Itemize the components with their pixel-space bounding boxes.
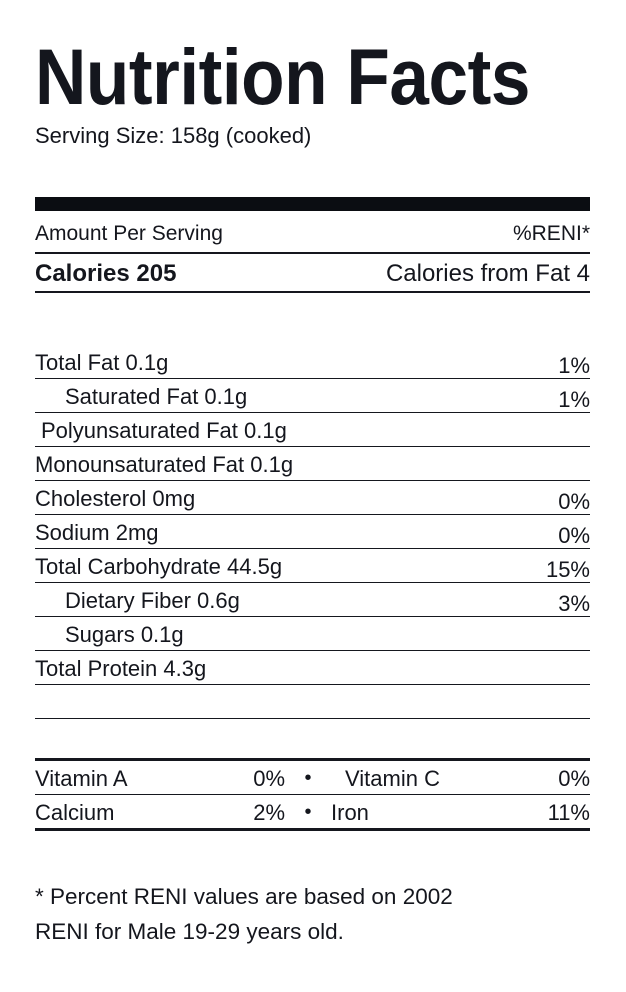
label-title: Nutrition Facts <box>35 32 530 121</box>
spacer <box>35 719 590 758</box>
calories-row: Calories 205 Calories from Fat 4 <box>35 254 590 293</box>
nutrient-name: Monounsaturated Fat 0.1g <box>35 452 294 477</box>
spacer <box>35 293 590 345</box>
nutrient-row: Total Carbohydrate 44.5g 15% <box>35 549 590 583</box>
reni-header-label: %RENI* <box>512 221 590 245</box>
vitamin-table: Vitamin A 0% • Vitamin C 0% Calcium 2% •… <box>35 758 590 831</box>
nutrient-table: Total Fat 0.1g 1% Saturated Fat 0.1g 1% … <box>35 345 590 719</box>
amount-per-serving-label: Amount Per Serving <box>35 221 223 245</box>
nutrient-row: Total Protein 4.3g <box>35 651 590 685</box>
nutrient-row: Polyunsaturated Fat 0.1g <box>35 413 590 447</box>
vitamin-row: Vitamin A 0% • Vitamin C 0% <box>35 761 590 795</box>
vitamin-left-name: Vitamin A <box>35 765 128 791</box>
vitamin-right-value: 11% <box>547 799 590 825</box>
nutrient-percent: 0% <box>558 489 590 514</box>
nutrient-percent: 1% <box>558 387 590 412</box>
nutrient-row: Cholesterol 0mg 0% <box>35 481 590 515</box>
nutrient-row <box>35 685 590 719</box>
nutrient-name: Sugars 0.1g <box>65 622 184 647</box>
nutrient-row: Total Fat 0.1g 1% <box>35 345 590 379</box>
vitamin-row: Calcium 2% • Iron 11% <box>35 795 590 831</box>
nutrient-name: Sodium 2mg <box>35 520 159 545</box>
nutrient-name: Polyunsaturated Fat 0.1g <box>41 418 287 443</box>
nutrient-row: Sugars 0.1g <box>35 617 590 651</box>
nutrient-name: Total Protein 4.3g <box>35 656 207 681</box>
nutrient-row: Dietary Fiber 0.6g 3% <box>35 583 590 617</box>
serving-size-text: Serving Size: 158g (cooked) <box>35 123 312 148</box>
calories-value: Calories 205 <box>35 259 177 287</box>
vitamin-left-value: 2% <box>253 799 285 825</box>
calories-from-fat: Calories from Fat 4 <box>385 259 590 287</box>
footnote-line: RENI for Male 19-29 years old. <box>35 919 344 944</box>
nutrient-name: Dietary Fiber 0.6g <box>65 588 240 613</box>
nutrient-percent: 0% <box>558 523 590 548</box>
nutrient-row: Monounsaturated Fat 0.1g <box>35 447 590 481</box>
vitamin-right-name: Vitamin C <box>345 765 440 791</box>
vitamin-left-name: Calcium <box>35 799 115 825</box>
bullet-separator: • <box>304 801 312 823</box>
nutrient-name: Total Fat 0.1g <box>35 350 169 375</box>
vitamin-left-value: 0% <box>253 765 285 791</box>
nutrient-percent: 1% <box>558 353 590 378</box>
nutrient-row: Sodium 2mg 0% <box>35 515 590 549</box>
nutrient-percent: 3% <box>558 591 590 616</box>
vitamin-right-value: 0% <box>558 765 590 791</box>
nutrient-percent: 15% <box>545 557 590 582</box>
amount-header-row: Amount Per Serving %RENI* <box>35 211 590 254</box>
footnote-line: * Percent RENI values are based on 2002 <box>35 884 453 909</box>
separator-bar <box>35 197 590 211</box>
bullet-separator: • <box>304 767 312 789</box>
nutrient-name: Total Carbohydrate 44.5g <box>35 554 283 579</box>
nutrient-name: Cholesterol 0mg <box>35 486 196 511</box>
vitamin-right-name: Iron <box>331 799 369 825</box>
footnote: * Percent RENI values are based on 2002 R… <box>35 879 590 949</box>
nutrient-row: Saturated Fat 0.1g 1% <box>35 379 590 413</box>
nutrient-name: Saturated Fat 0.1g <box>65 384 248 409</box>
